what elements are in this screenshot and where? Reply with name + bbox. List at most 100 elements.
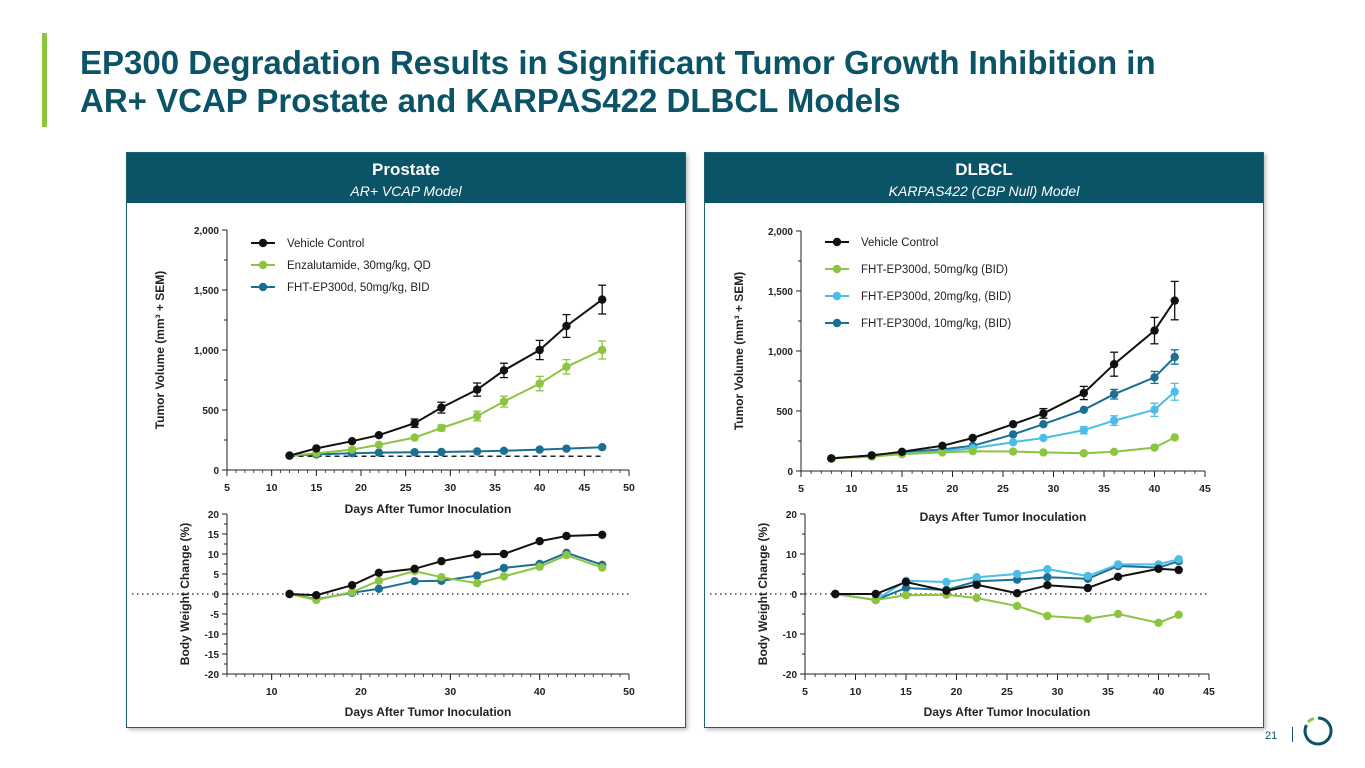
legend-label: FHT-EP300d, 50mg/kg (BID) <box>861 264 1008 276</box>
legend-swatch-marker <box>258 238 268 248</box>
y-tick-label: 0 <box>213 590 219 601</box>
data-point <box>598 295 607 304</box>
data-point <box>1109 416 1119 425</box>
y-tick-label: 10 <box>786 550 798 561</box>
x-tick-label: 50 <box>623 482 635 494</box>
y-tick-label: 1,500 <box>768 287 793 298</box>
y-tick-label: 0 <box>791 590 797 601</box>
y-tick-label: 1,500 <box>194 286 219 297</box>
data-point <box>871 589 880 599</box>
data-point <box>437 557 446 566</box>
y-tick-label: 500 <box>202 406 219 417</box>
data-point <box>1008 447 1018 456</box>
y-axis-title: Tumor Volume (mm³ + SEM) <box>153 271 167 430</box>
prostate-panel-heading: Prostate <box>371 160 441 179</box>
series-line <box>289 349 603 457</box>
legend-swatch-marker <box>258 282 268 292</box>
data-point <box>901 583 911 593</box>
series-line <box>289 554 603 602</box>
data-point <box>410 564 419 573</box>
data-point <box>499 446 509 455</box>
data-point <box>1039 409 1048 418</box>
title-accent-bar <box>42 33 47 127</box>
data-point <box>472 550 482 559</box>
data-point <box>1150 373 1159 382</box>
y-tick-label: -10 <box>783 630 798 641</box>
data-point <box>1109 447 1119 456</box>
data-point <box>312 444 321 453</box>
x-tick-label: 40 <box>534 686 546 698</box>
data-point <box>347 587 357 597</box>
y-tick-label: 2,000 <box>768 227 793 238</box>
series-1 <box>285 340 607 460</box>
prostate-panel: Prostate AR+ VCAP Model 0 500 1,000 1,500 2,… <box>126 152 686 728</box>
data-point <box>535 345 544 355</box>
data-point <box>901 577 911 587</box>
legend-swatch-marker <box>832 318 842 328</box>
data-point <box>1109 390 1119 399</box>
series-line <box>289 298 603 457</box>
series-0 <box>285 530 607 600</box>
dlbcl-panel: DLBCL KARPAS422 (CBP Null) Model 0 500 1,0… <box>704 152 1264 728</box>
series-line <box>831 436 1176 460</box>
y-axis-title: Body Weight Change (%) <box>756 523 770 665</box>
x-tick-label: 45 <box>1203 686 1215 698</box>
data-point <box>938 448 947 457</box>
data-point <box>535 562 544 571</box>
data-point <box>871 595 880 605</box>
data-point <box>1043 565 1052 574</box>
prostate-panel-header: Prostate AR+ VCAP Model <box>127 153 685 203</box>
y-tick-label: -20 <box>783 670 798 681</box>
y-tick-label: -20 <box>205 670 220 681</box>
x-tick-label: 15 <box>900 686 912 698</box>
data-point <box>598 443 607 452</box>
y-axis-title: Body Weight Change (%) <box>178 523 192 665</box>
x-tick-label: 35 <box>1098 483 1110 495</box>
data-point <box>598 530 607 539</box>
data-point <box>472 411 482 421</box>
y-tick-label: 1,000 <box>768 347 793 358</box>
data-point <box>347 437 357 446</box>
data-point <box>312 591 321 600</box>
legend-label: FHT-EP300d, 20mg/kg, (BID) <box>861 291 1011 303</box>
x-tick-label: 10 <box>846 483 858 495</box>
data-point <box>942 577 951 587</box>
x-axis-title: Days After Tumor Inoculation <box>345 705 512 719</box>
data-point <box>562 362 571 371</box>
y-tick-label: 20 <box>786 510 798 521</box>
dlbcl-panel-heading: DLBCL <box>955 160 1013 179</box>
legend-swatch-marker <box>258 260 268 270</box>
x-tick-label: 5 <box>798 483 804 495</box>
data-point <box>1043 581 1052 590</box>
data-point <box>285 451 294 460</box>
series-line <box>835 560 1180 602</box>
y-tick-label: -5 <box>210 610 219 621</box>
data-point <box>1039 448 1048 457</box>
page-title: EP300 Degradation Results in Significant… <box>80 44 1310 120</box>
legend-label: Vehicle Control <box>861 237 938 249</box>
series-line <box>835 593 1180 624</box>
data-point <box>1043 573 1052 582</box>
data-point <box>1170 433 1179 442</box>
x-tick-label: 20 <box>951 686 963 698</box>
x-tick-label: 40 <box>1153 686 1165 698</box>
x-tick-label: 20 <box>355 686 367 698</box>
footer-divider <box>1292 727 1293 742</box>
x-tick-label: 25 <box>997 483 1009 495</box>
x-tick-label: 30 <box>1052 686 1064 698</box>
data-point <box>1150 405 1159 414</box>
data-point <box>437 447 446 457</box>
x-axis-title: Days After Tumor Inoculation <box>345 502 512 516</box>
data-point <box>499 366 509 375</box>
data-point <box>1154 618 1163 627</box>
x-tick-label: 35 <box>489 482 501 494</box>
data-point <box>1170 387 1179 396</box>
x-tick-label: 35 <box>1102 686 1114 698</box>
x-tick-label: 10 <box>266 482 278 494</box>
series-3 <box>827 349 1179 463</box>
data-point <box>1039 420 1048 429</box>
data-point <box>410 419 419 428</box>
y-tick-label: 10 <box>208 550 220 561</box>
data-point <box>1012 589 1022 598</box>
x-axis-title: Days After Tumor Inoculation <box>924 705 1091 719</box>
